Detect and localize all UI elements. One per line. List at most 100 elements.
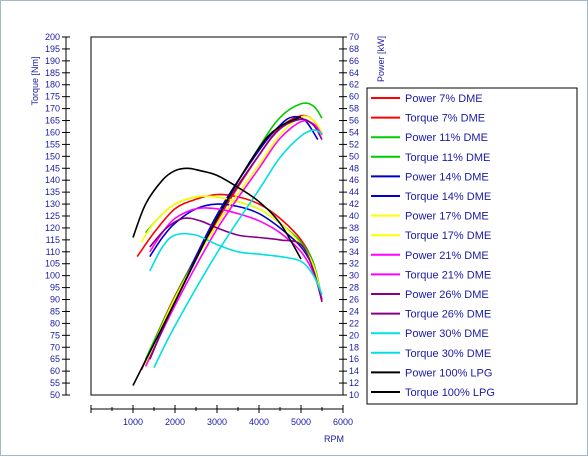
power-tick-label: 38 xyxy=(349,223,359,233)
legend-label-torque-30pct-dme: Torque 30% DME xyxy=(405,348,491,360)
legend-label-torque-11pct-dme: Torque 11% DME xyxy=(405,152,490,164)
torque-tick-label: 70 xyxy=(50,342,60,352)
torque-tick-label: 145 xyxy=(45,163,60,173)
torque-tick-label: 85 xyxy=(50,306,60,316)
torque-tick-label: 150 xyxy=(45,151,60,161)
legend-label-torque-26pct-dme: Torque 26% DME xyxy=(405,309,491,321)
torque-tick-label: 55 xyxy=(50,378,60,388)
torque-tick-label: 190 xyxy=(45,56,60,66)
power-tick-label: 14 xyxy=(349,366,359,376)
torque-tick-label: 185 xyxy=(45,68,60,78)
torque-tick-label: 195 xyxy=(45,44,60,54)
rpm-tick-label: 2000 xyxy=(165,417,185,427)
legend-label-power-26pct-dme: Power 26% DME xyxy=(405,289,489,301)
torque-tick-label: 115 xyxy=(46,235,60,245)
power-tick-label: 56 xyxy=(349,116,359,126)
rpm-tick-label: 3000 xyxy=(207,417,227,427)
power-tick-label: 16 xyxy=(349,354,359,364)
series-layer xyxy=(132,102,323,386)
legend-label-power-21pct-dme: Power 21% DME xyxy=(405,250,489,262)
power-tick-label: 42 xyxy=(349,199,359,209)
legend-box xyxy=(366,87,578,405)
torque-tick-label: 125 xyxy=(45,211,60,221)
legend-label-power-14pct-dme: Power 14% DME xyxy=(405,171,489,183)
legend-label-power-17pct-dme: Power 17% DME xyxy=(405,211,489,223)
torque-tick-label: 100 xyxy=(45,271,60,281)
power-tick-label: 18 xyxy=(349,342,359,352)
power-tick-label: 54 xyxy=(349,127,359,137)
power-tick-label: 58 xyxy=(349,104,359,114)
rpm-axis-label: RPM xyxy=(324,434,344,444)
series-power-30pct-dme xyxy=(153,129,323,368)
series-torque-26pct-dme xyxy=(149,217,323,303)
power-tick-label: 70 xyxy=(349,32,359,42)
torque-tick-label: 130 xyxy=(45,199,60,209)
torque-tick-label: 175 xyxy=(45,92,60,102)
torque-tick-label: 155 xyxy=(45,139,60,149)
legend-label-torque-7pct-dme: Torque 7% DME xyxy=(405,113,485,125)
power-tick-label: 52 xyxy=(349,139,359,149)
torque-tick-label: 140 xyxy=(45,175,60,185)
torque-tick-label: 200 xyxy=(45,32,60,42)
power-tick-label: 10 xyxy=(349,390,359,400)
torque-tick-label: 75 xyxy=(50,330,60,340)
rpm-tick-label: 5000 xyxy=(291,417,311,427)
power-tick-label: 44 xyxy=(349,187,359,197)
torque-tick-label: 165 xyxy=(45,116,60,126)
torque-tick-label: 180 xyxy=(45,80,60,90)
series-torque-21pct-dme xyxy=(149,207,323,300)
torque-tick-label: 60 xyxy=(50,366,60,376)
torque-tick-label: 160 xyxy=(45,127,60,137)
legend-label-power-7pct-dme: Power 7% DME xyxy=(405,93,483,105)
torque-tick-label: 65 xyxy=(50,354,60,364)
torque-axis-label: Torque [Nm] xyxy=(30,56,40,105)
power-tick-label: 62 xyxy=(349,80,359,90)
power-tick-label: 50 xyxy=(349,151,359,161)
rpm-tick-label: 4000 xyxy=(249,417,269,427)
rpm-axis: 1000 2000 3000 4000 5000 6000 xyxy=(90,405,353,427)
legend-label-torque-14pct-dme: Torque 14% DME xyxy=(405,191,491,203)
power-tick-label: 30 xyxy=(349,271,359,281)
series-torque-14pct-dme xyxy=(149,203,323,300)
power-tick-label: 40 xyxy=(349,211,359,221)
rpm-tick-label: 1000 xyxy=(123,417,143,427)
power-tick-label: 26 xyxy=(349,295,359,305)
power-tick-label: 68 xyxy=(349,44,359,54)
power-tick-label: 12 xyxy=(349,378,359,388)
power-tick-label: 64 xyxy=(349,68,359,78)
legend-label-torque-17pct-dme: Torque 17% DME xyxy=(405,230,491,242)
power-tick-label: 22 xyxy=(349,318,359,328)
power-tick-label: 28 xyxy=(349,283,359,293)
torque-tick-label: 170 xyxy=(45,104,60,114)
legend-label-torque-21pct-dme: Torque 21% DME xyxy=(405,269,491,281)
series-power-100pct-lpg xyxy=(132,116,302,386)
torque-tick-label: 80 xyxy=(50,318,60,328)
legend-label-power-11pct-dme: Power 11% DME xyxy=(405,132,488,144)
power-tick-label: 48 xyxy=(349,163,359,173)
torque-tick-label: 105 xyxy=(45,259,60,269)
series-torque-30pct-dme xyxy=(149,232,323,296)
power-tick-label: 34 xyxy=(349,247,359,257)
torque-tick-label: 50 xyxy=(50,390,60,400)
power-tick-label: 24 xyxy=(349,306,359,316)
legend-label-power-30pct-dme: Power 30% DME xyxy=(405,328,489,340)
torque-tick-label: 110 xyxy=(46,247,60,257)
torque-tick-label: 120 xyxy=(45,223,60,233)
legend-label-torque-100pct-lpg: Torque 100% LPG xyxy=(405,387,495,399)
rpm-tick-label: 6000 xyxy=(333,417,353,427)
power-axis-label: Power [kW] xyxy=(376,36,386,82)
torque-tick-label: 135 xyxy=(45,187,60,197)
power-tick-label: 36 xyxy=(349,235,359,245)
power-tick-label: 46 xyxy=(349,175,359,185)
power-tick-label: 20 xyxy=(349,330,359,340)
series-power-17pct-dme xyxy=(144,115,323,365)
torque-tick-label: 95 xyxy=(50,283,60,293)
power-tick-label: 60 xyxy=(349,92,359,102)
series-torque-100pct-lpg xyxy=(132,167,302,260)
power-tick-label: 32 xyxy=(349,259,359,269)
legend: Power 7% DME Torque 7% DME Power 11% DME To… xyxy=(371,93,495,399)
